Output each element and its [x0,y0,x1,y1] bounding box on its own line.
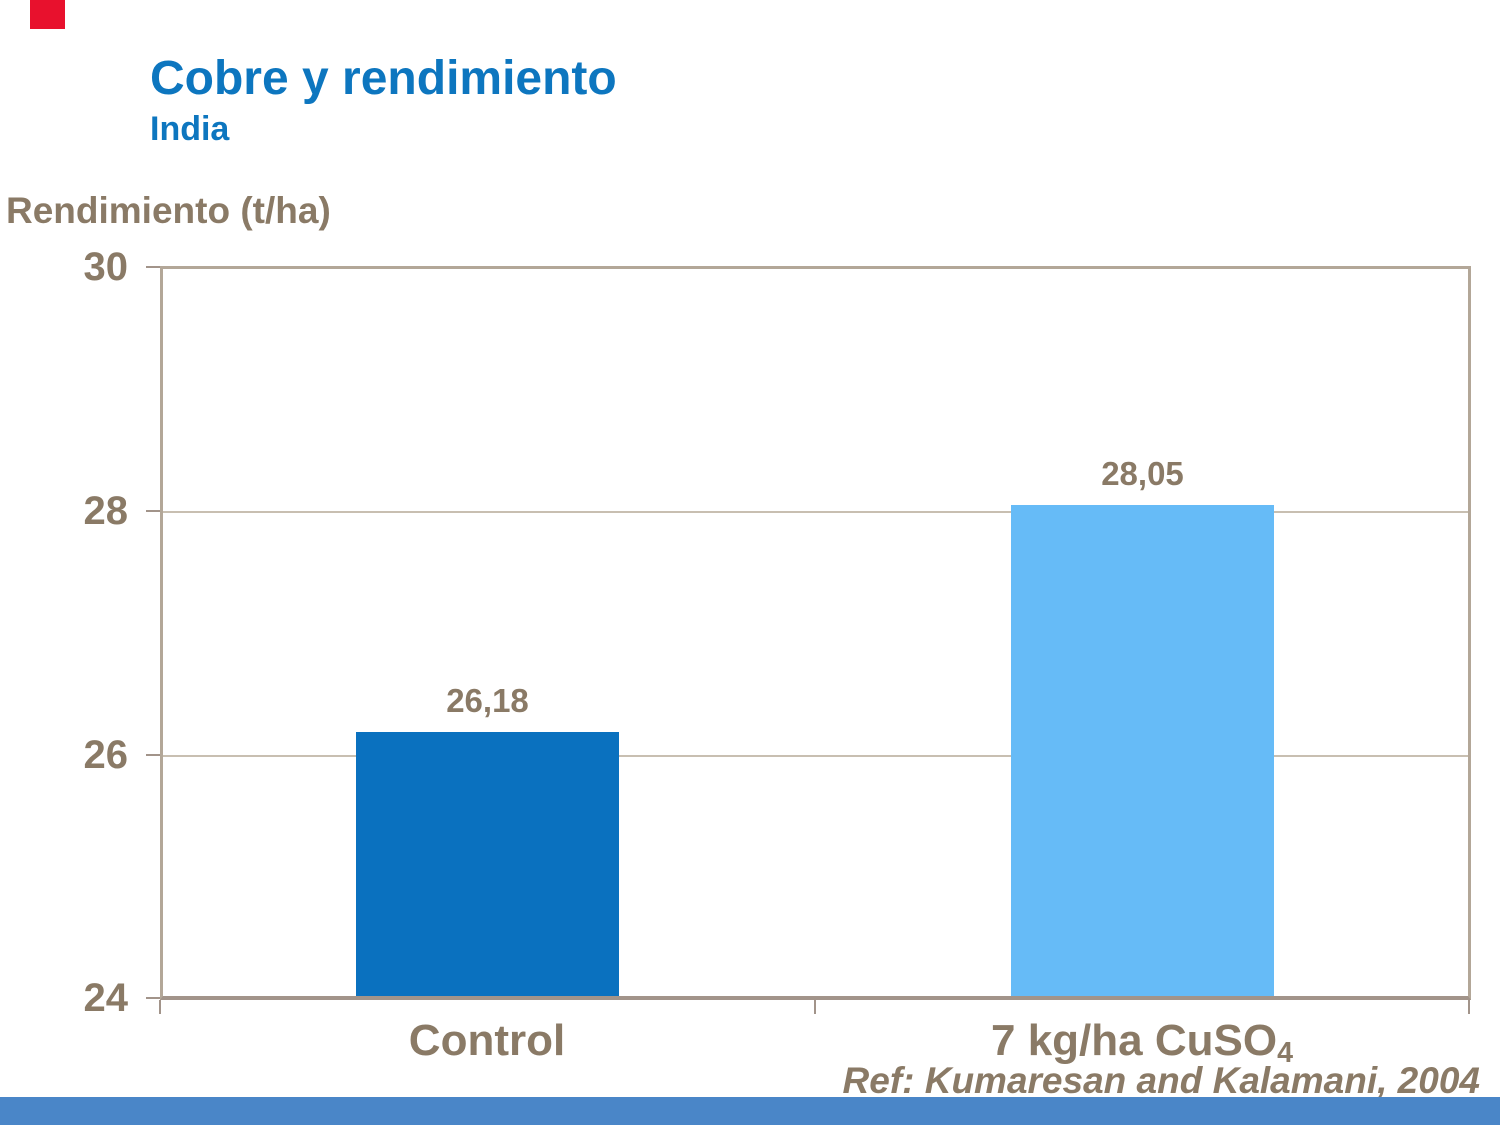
y-tick-label-26: 26 [83,733,129,777]
bar-group-control: 26,18 [356,269,619,996]
y-tick-mark-30 [146,266,160,268]
x-category-subscript: 4 [1277,1037,1293,1069]
y-tick-mark-28 [146,510,160,512]
y-tick-mark-26 [146,754,160,756]
x-category-label-cuso4: 7 kg/ha CuSO4 [922,1016,1362,1069]
x-tick-mark-right [1468,1000,1470,1014]
y-tick-label-28: 28 [83,489,129,533]
x-tick-mark-middle [814,1000,816,1014]
reference-citation: Ref: Kumaresan and Kalamani, 2004 [842,1060,1480,1101]
bar-group-cuso4: 28,05 [1011,269,1274,996]
bar-value-label: 26,18 [446,682,529,719]
y-tick-mark-24 [146,997,160,999]
gridline-26 [163,755,1468,757]
gridline-28 [163,511,1468,513]
page-subtitle: India [150,110,230,148]
x-category-text: Control [408,1016,566,1065]
x-category-label-control: Control [267,1016,707,1066]
x-category-text: 7 kg/ha CuSO [991,1016,1278,1065]
bar-chart-plot-area: 26,18 28,05 [160,266,1471,1000]
x-tick-mark-left [159,1000,161,1014]
bar-value-label: 28,05 [1101,455,1184,492]
red-accent-mark [30,0,65,29]
bar-cuso4 [1011,505,1274,996]
y-tick-label-24: 24 [83,976,129,1020]
y-tick-label-30: 30 [83,245,129,289]
page-title: Cobre y rendimiento [150,52,617,105]
y-axis-title: Rendimiento (t/ha) [6,190,331,231]
footer-bar [0,1097,1500,1125]
bar-control [356,732,619,996]
